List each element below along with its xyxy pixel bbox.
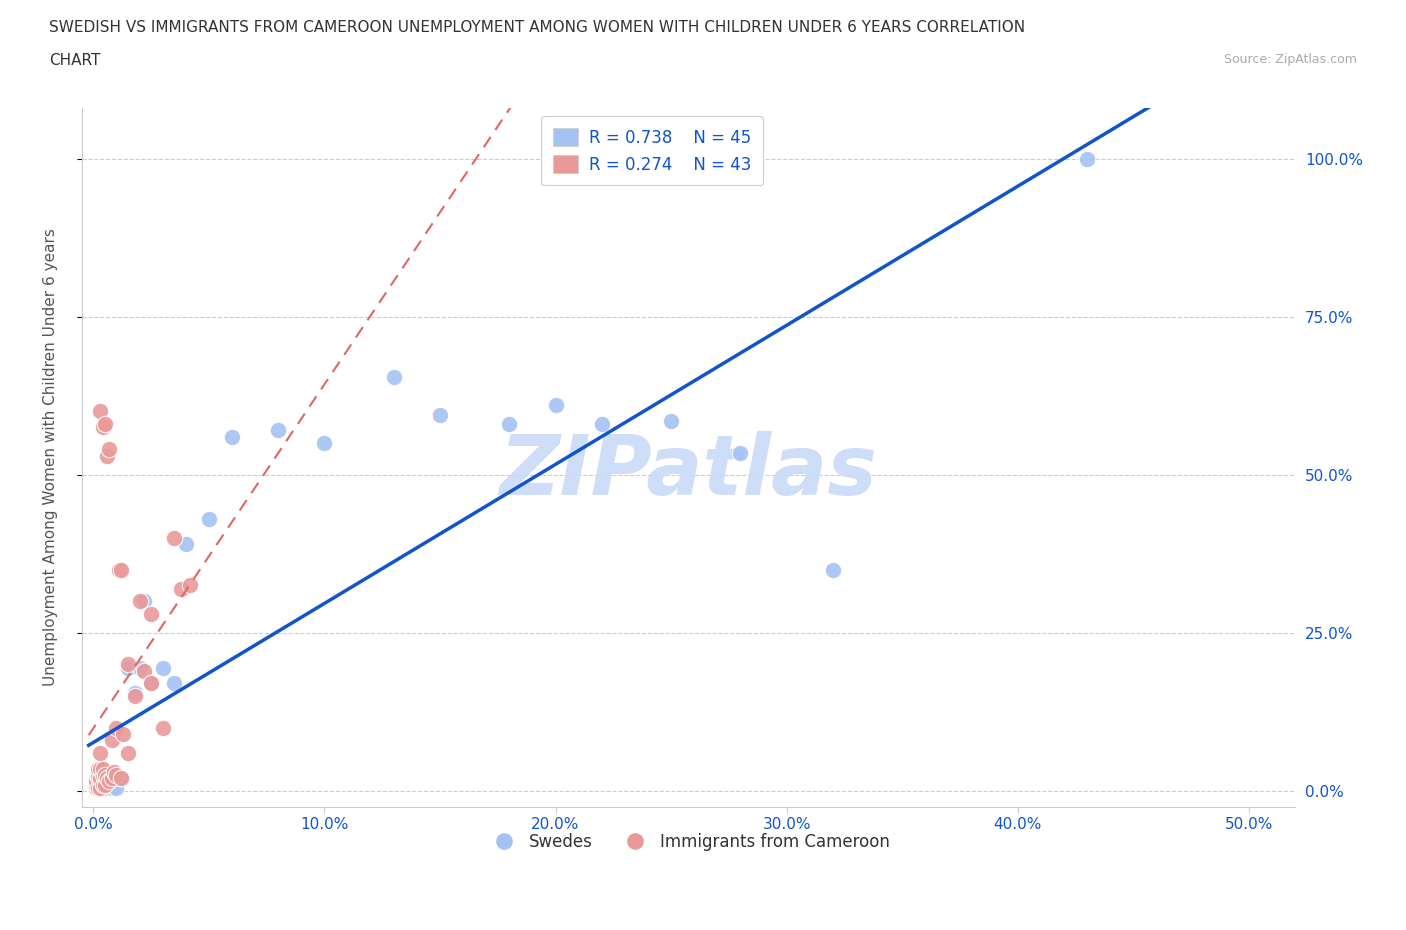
Point — [730, 445, 752, 460]
Y-axis label: Unemployment Among Women with Children Under 6 years: Unemployment Among Women with Children U… — [44, 229, 58, 686]
Point — [98, 778, 121, 793]
Text: Source: ZipAtlas.com: Source: ZipAtlas.com — [1223, 53, 1357, 66]
Point — [84, 780, 107, 795]
Point — [94, 767, 117, 782]
Point — [429, 407, 451, 422]
Point — [94, 417, 117, 432]
Point — [382, 369, 405, 384]
Point — [87, 762, 110, 777]
Point — [87, 781, 110, 796]
Point — [139, 676, 162, 691]
Point — [110, 562, 132, 577]
Point — [91, 780, 114, 795]
Point — [101, 733, 124, 748]
Point — [163, 676, 186, 691]
Point — [105, 720, 128, 735]
Point — [314, 435, 336, 450]
Point — [198, 512, 221, 526]
Point — [89, 777, 111, 792]
Point — [91, 777, 114, 792]
Point — [89, 781, 111, 796]
Point — [170, 581, 193, 596]
Legend: Swedes, Immigrants from Cameroon: Swedes, Immigrants from Cameroon — [481, 827, 896, 857]
Point — [89, 771, 111, 786]
Point — [174, 537, 197, 551]
Point — [110, 771, 132, 786]
Point — [84, 774, 107, 789]
Point — [96, 771, 118, 786]
Point — [91, 777, 114, 792]
Text: SWEDISH VS IMMIGRANTS FROM CAMEROON UNEMPLOYMENT AMONG WOMEN WITH CHILDREN UNDER: SWEDISH VS IMMIGRANTS FROM CAMEROON UNEM… — [49, 20, 1025, 35]
Point — [101, 777, 124, 792]
Point — [134, 593, 156, 608]
Point — [179, 578, 201, 592]
Point — [87, 767, 110, 782]
Point — [89, 746, 111, 761]
Point — [1076, 152, 1098, 166]
Point — [821, 562, 844, 577]
Point — [84, 778, 107, 793]
Point — [139, 676, 162, 691]
Point — [94, 777, 117, 792]
Point — [96, 780, 118, 795]
Point — [591, 417, 613, 432]
Point — [498, 417, 520, 432]
Point — [112, 726, 135, 741]
Point — [117, 657, 139, 671]
Point — [124, 688, 146, 703]
Point — [87, 777, 110, 792]
Point — [117, 660, 139, 675]
Point — [101, 771, 124, 786]
Point — [152, 720, 174, 735]
Point — [98, 774, 121, 789]
Point — [163, 530, 186, 545]
Point — [94, 777, 117, 792]
Point — [105, 774, 128, 789]
Point — [124, 685, 146, 700]
Point — [96, 777, 118, 792]
Point — [139, 606, 162, 621]
Point — [89, 780, 111, 795]
Point — [103, 778, 125, 793]
Point — [128, 593, 150, 608]
Point — [91, 762, 114, 777]
Point — [87, 780, 110, 795]
Point — [91, 781, 114, 796]
Point — [89, 404, 111, 418]
Point — [103, 764, 125, 779]
Point — [98, 442, 121, 457]
Point — [659, 414, 682, 429]
Point — [89, 778, 111, 793]
Point — [221, 430, 243, 445]
Text: ZIPatlas: ZIPatlas — [499, 431, 877, 512]
Point — [152, 660, 174, 675]
Point — [87, 771, 110, 786]
Point — [91, 767, 114, 782]
Point — [84, 777, 107, 792]
Point — [89, 762, 111, 777]
Point — [117, 746, 139, 761]
Point — [101, 780, 124, 795]
Point — [87, 780, 110, 795]
Text: CHART: CHART — [49, 53, 101, 68]
Point — [267, 423, 290, 438]
Point — [96, 448, 118, 463]
Point — [128, 660, 150, 675]
Point — [134, 663, 156, 678]
Point — [94, 780, 117, 795]
Point — [94, 778, 117, 793]
Point — [98, 776, 121, 790]
Point — [105, 767, 128, 782]
Point — [105, 780, 128, 795]
Point — [110, 771, 132, 786]
Point — [91, 419, 114, 434]
Point — [544, 398, 567, 413]
Point — [84, 780, 107, 795]
Point — [107, 562, 129, 577]
